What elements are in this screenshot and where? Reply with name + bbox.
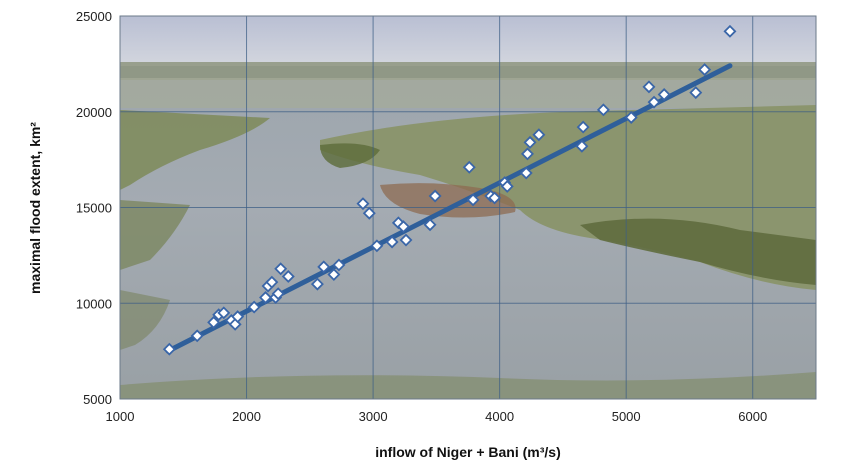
x-tick-label-0: 1000 xyxy=(106,409,135,424)
data-point-4 xyxy=(217,306,231,320)
data-point-35 xyxy=(519,166,533,180)
data-point-26 xyxy=(399,233,413,247)
data-point-21 xyxy=(362,206,376,220)
plot-frame xyxy=(119,15,817,400)
gridlines xyxy=(119,15,817,400)
data-point-28 xyxy=(428,189,442,203)
data-point-23 xyxy=(385,235,399,249)
data-point-48 xyxy=(723,24,737,38)
data-point-18 xyxy=(327,268,341,281)
y-tick-label-1: 10000 xyxy=(76,296,112,311)
data-point-39 xyxy=(575,139,589,153)
data-point-45 xyxy=(657,88,671,101)
y-axis-ticks: 5000 10000 15000 20000 25000 xyxy=(76,9,112,407)
data-point-20 xyxy=(356,197,370,211)
x-tick-label-1: 2000 xyxy=(232,409,261,424)
data-point-7 xyxy=(231,310,245,324)
x-axis-ticks: 1000 2000 3000 4000 5000 6000 xyxy=(106,409,768,424)
data-point-46 xyxy=(689,86,703,100)
y-tick-label-3: 20000 xyxy=(76,105,112,120)
data-point-1 xyxy=(190,329,204,343)
data-point-44 xyxy=(647,95,661,109)
data-point-36 xyxy=(521,147,534,161)
data-point-27 xyxy=(423,218,437,232)
data-point-37 xyxy=(523,135,537,149)
data-point-17 xyxy=(317,260,331,274)
trendline xyxy=(165,63,733,354)
data-point-41 xyxy=(596,103,610,117)
x-tick-label-4: 5000 xyxy=(612,409,641,424)
data-point-42 xyxy=(624,111,638,124)
x-axis-title: inflow of Niger + Bani (m³/s) xyxy=(375,444,561,460)
data-point-29 xyxy=(462,160,476,174)
data-point-0 xyxy=(162,342,176,356)
data-point-30 xyxy=(466,193,480,207)
data-point-8 xyxy=(247,300,261,314)
trendline-layer xyxy=(165,63,733,354)
data-point-32 xyxy=(488,191,502,205)
data-point-43 xyxy=(642,80,656,94)
data-point-25 xyxy=(396,220,410,234)
data-point-2 xyxy=(207,315,221,329)
x-tick-label-2: 3000 xyxy=(359,409,388,424)
data-point-11 xyxy=(265,275,279,289)
data-points xyxy=(162,24,737,356)
y-tick-label-4: 25000 xyxy=(76,9,112,24)
data-point-16 xyxy=(310,277,324,291)
x-tick-label-5: 6000 xyxy=(738,409,767,424)
data-point-19 xyxy=(332,258,346,272)
data-point-9 xyxy=(259,291,273,304)
data-point-38 xyxy=(532,128,546,142)
y-tick-label-0: 5000 xyxy=(83,392,112,407)
data-point-40 xyxy=(576,120,590,134)
data-point-47 xyxy=(698,63,712,77)
data-point-14 xyxy=(274,262,288,276)
x-tick-label-3: 4000 xyxy=(485,409,514,424)
data-point-22 xyxy=(370,239,384,253)
data-point-34 xyxy=(500,179,514,193)
data-point-13 xyxy=(271,287,285,301)
y-axis-title: maximal flood extent, km² xyxy=(27,122,43,294)
data-point-15 xyxy=(281,269,295,283)
y-tick-label-2: 15000 xyxy=(76,201,112,216)
